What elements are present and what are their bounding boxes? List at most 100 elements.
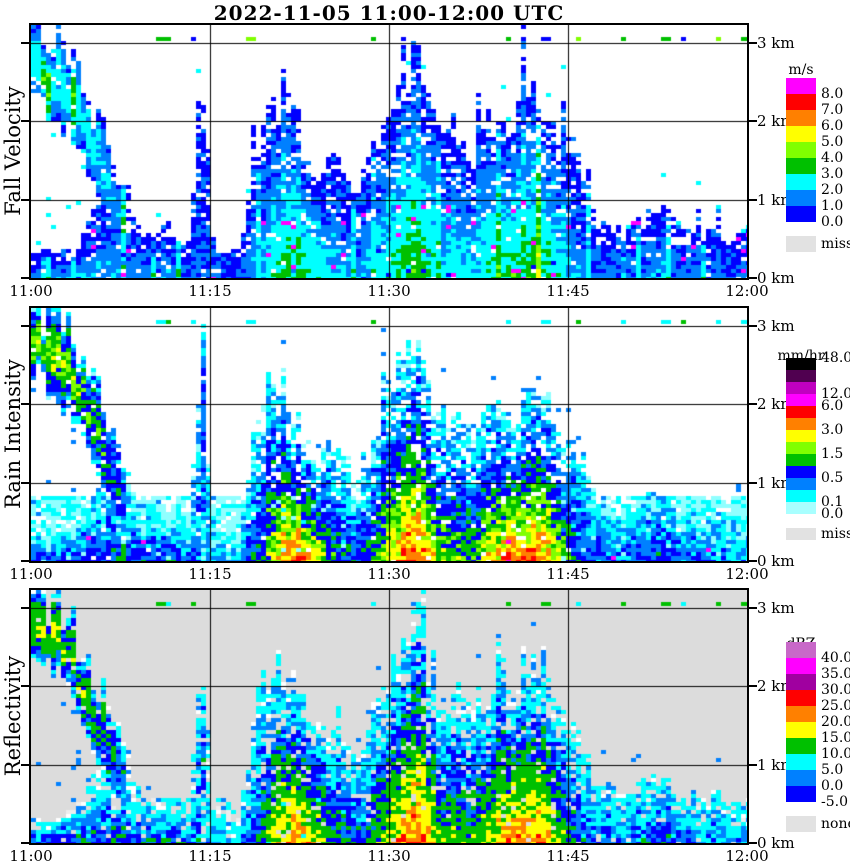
colorbar-box: [786, 158, 816, 174]
y-tick-label: 3 km: [757, 317, 795, 335]
y-tick-mark-right: [749, 198, 757, 201]
x-tick-label: 11:45: [546, 565, 590, 583]
colorbar-tick-label: 20.0: [821, 714, 850, 730]
colorbar-box: [786, 490, 816, 502]
colorbar-box: [786, 502, 816, 514]
colorbar-tick-label: 5.0: [821, 762, 844, 778]
x-tick-label: 11:45: [546, 282, 590, 300]
colorbar-tick-label: 12.0: [821, 386, 850, 402]
colorbar-unit-label: m/s: [788, 62, 814, 78]
colorbar-tick-label: 5.0: [821, 134, 844, 150]
y-tick-mark-right: [749, 560, 757, 562]
rain-intensity-heatmap: [31, 308, 747, 561]
x-tick-label: 11:15: [188, 565, 232, 583]
colorbar-tick-label: 6.0: [821, 118, 844, 134]
y-tick-mark-left: [21, 763, 29, 766]
y-tick-label: 1 km: [757, 473, 795, 492]
colorbar-missing-label: miss: [821, 526, 850, 542]
colorbar-tick-label: 4.0: [821, 150, 844, 166]
x-tick-label: 12:00: [725, 565, 769, 583]
colorbar-missing-label: miss: [821, 236, 850, 252]
y-tick-mark-left: [21, 403, 29, 406]
y-tick-label: 0 km: [757, 552, 795, 570]
y-tick-label: 1 km: [757, 190, 795, 209]
colorbar-box: [786, 722, 816, 738]
y-tick-mark-left: [21, 560, 29, 562]
x-tick-label: 11:30: [367, 282, 411, 300]
reflectivity-heatmap: [31, 590, 747, 843]
colorbar-tick-label: -5.0: [821, 794, 848, 810]
x-tick-label: 11:00: [9, 847, 53, 865]
colorbar-box: [786, 78, 816, 94]
y-tick-mark-right: [749, 685, 757, 688]
y-tick-label: 3 km: [757, 34, 795, 52]
y-axis-label-rain-intensity: Rain Intensity: [1, 359, 25, 509]
y-tick-mark-right: [749, 481, 757, 484]
colorbar-missing-label: none: [821, 816, 850, 832]
y-tick-mark-left: [21, 325, 29, 327]
colorbar-tick-label: 3.0: [821, 422, 844, 438]
x-tick-label: 11:15: [188, 847, 232, 865]
colorbar-box: [786, 174, 816, 190]
colorbar-tick-label: 0.0: [821, 506, 844, 522]
y-tick-mark-right: [749, 403, 757, 406]
colorbar-box: [786, 466, 816, 478]
colorbar-box: [786, 706, 816, 722]
colorbar-tick-label: 6.0: [821, 398, 844, 414]
colorbar-box: [786, 770, 816, 786]
colorbar-tick-label: 1.5: [821, 446, 844, 462]
colorbar-tick-label: 15.0: [821, 730, 850, 746]
panel-rain-intensity: [29, 306, 749, 563]
colorbar-box: [786, 382, 816, 394]
y-tick-mark-right: [749, 842, 757, 844]
colorbar-box: [786, 478, 816, 490]
colorbar-box: [786, 406, 816, 418]
y-tick-mark-right: [749, 277, 757, 279]
colorbar-box: [786, 738, 816, 754]
y-tick-mark-left: [21, 277, 29, 279]
colorbar-box: [786, 642, 816, 658]
colorbar-box: [786, 454, 816, 466]
y-tick-label: 0 km: [757, 269, 795, 287]
y-axis-label-fall-velocity: Fall Velocity: [1, 86, 25, 216]
x-tick-label: 11:00: [9, 282, 53, 300]
colorbar-tick-label: 30.0: [821, 682, 850, 698]
y-tick-label: 0 km: [757, 834, 795, 852]
y-tick-mark-left: [21, 120, 29, 123]
colorbar-tick-label: 2.0: [821, 182, 844, 198]
x-tick-label: 11:30: [367, 565, 411, 583]
x-tick-label: 11:15: [188, 282, 232, 300]
y-tick-mark-left: [21, 685, 29, 688]
panel-fall-velocity: [29, 23, 749, 280]
colorbar-tick-label: 48.0: [821, 350, 850, 366]
y-tick-mark-right: [749, 763, 757, 766]
colorbar-box: [786, 142, 816, 158]
y-tick-mark-right: [749, 607, 757, 609]
colorbar-tick-label: 3.0: [821, 166, 844, 182]
x-tick-label: 12:00: [725, 847, 769, 865]
fall-velocity-heatmap: [31, 25, 747, 278]
y-tick-label: 2 km: [757, 395, 795, 414]
colorbar-missing-box: [786, 816, 816, 832]
y-tick-label: 2 km: [757, 112, 795, 131]
colorbar-box: [786, 690, 816, 706]
colorbar-box: [786, 442, 816, 454]
x-tick-label: 11:45: [546, 847, 590, 865]
colorbar-box: [786, 674, 816, 690]
colorbar-box: [786, 754, 816, 770]
colorbar-missing-box: [786, 236, 816, 252]
x-tick-label: 11:30: [367, 847, 411, 865]
y-tick-mark-left: [21, 842, 29, 844]
figure-title: 2022-11-05 11:00-12:00 UTC: [213, 1, 565, 25]
colorbar-box: [786, 358, 816, 370]
y-tick-mark-left: [21, 607, 29, 609]
colorbar-tick-label: 1.0: [821, 198, 844, 214]
colorbar-box: [786, 658, 816, 674]
y-axis-label-reflectivity: Reflectivity: [1, 655, 25, 777]
colorbar-tick-label: 40.0: [821, 650, 850, 666]
y-tick-label: 2 km: [757, 677, 795, 696]
colorbar-box: [786, 190, 816, 206]
y-tick-mark-right: [749, 42, 757, 44]
colorbar-tick-label: 0.0: [821, 214, 844, 230]
